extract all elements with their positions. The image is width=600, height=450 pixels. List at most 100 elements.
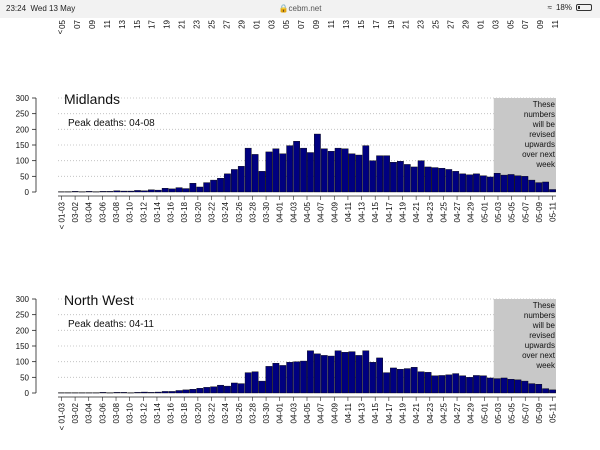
revision-note-line: numbers xyxy=(524,311,555,320)
tick-label: 13 xyxy=(118,19,127,28)
bar xyxy=(286,362,294,394)
tick-label: 07 xyxy=(73,19,82,28)
bar xyxy=(452,373,460,394)
bar xyxy=(521,380,529,394)
bar xyxy=(224,173,231,193)
bar xyxy=(514,175,522,193)
x-tick-label: 04-21 xyxy=(412,402,421,423)
bar xyxy=(300,360,307,394)
x-tick-label: 03-08 xyxy=(112,402,121,423)
bar xyxy=(237,383,245,394)
x-tick-label: 04-01 xyxy=(276,201,285,222)
bar xyxy=(480,375,487,394)
bar xyxy=(203,182,211,193)
bar xyxy=(521,176,529,193)
x-tick-label: 04-15 xyxy=(371,201,380,222)
x-tick-label: 04-05 xyxy=(303,201,312,222)
bar xyxy=(265,366,273,394)
tick-label: 29 xyxy=(461,19,470,28)
bar xyxy=(148,392,155,394)
bar xyxy=(231,382,238,394)
revision-note-line: week xyxy=(535,160,556,169)
tick-label: 29 xyxy=(237,19,246,28)
tick-label: 03 xyxy=(491,19,500,28)
bar xyxy=(369,362,377,394)
tick-label: 15 xyxy=(357,19,366,28)
bar xyxy=(189,183,197,193)
tick-label: 09 xyxy=(536,19,545,28)
bar xyxy=(417,160,425,193)
tick-marker: < xyxy=(56,29,65,34)
bar xyxy=(113,392,121,394)
bar xyxy=(500,174,508,193)
bar xyxy=(403,368,411,394)
tick-label: 01 xyxy=(252,19,261,28)
bar xyxy=(542,388,549,394)
x-tick-label: 03-10 xyxy=(126,402,135,423)
bar xyxy=(320,355,328,394)
bar xyxy=(452,171,460,193)
x-tick-label: 03-14 xyxy=(153,402,162,423)
bar xyxy=(383,372,390,394)
bar xyxy=(431,167,439,193)
bar xyxy=(390,367,397,394)
x-tick-label: 04-07 xyxy=(317,402,326,423)
tick-label: 19 xyxy=(163,19,172,28)
y-tick-label: 100 xyxy=(16,157,30,166)
bar xyxy=(493,378,501,394)
bar xyxy=(507,174,515,193)
revision-note-line: numbers xyxy=(524,110,555,119)
x-tick-label: 04-19 xyxy=(398,201,407,222)
y-tick-label: 50 xyxy=(20,172,29,181)
revision-note-line: These xyxy=(533,301,556,310)
tick-label: 05 xyxy=(58,19,67,28)
x-tick-label: 03-02 xyxy=(71,201,80,222)
date: Wed 13 May xyxy=(30,4,76,13)
tick-label: 17 xyxy=(372,19,381,28)
battery-percent: 18% xyxy=(555,3,572,12)
y-tick-label: 200 xyxy=(16,125,30,134)
bar xyxy=(438,167,446,193)
x-tick-label: 04-23 xyxy=(426,402,435,423)
bar xyxy=(314,133,321,193)
bar xyxy=(410,367,418,394)
x-tick-label: 03-26 xyxy=(235,201,244,222)
x-tick-label: 04-21 xyxy=(412,201,421,222)
bar xyxy=(148,189,155,193)
tick-label: 21 xyxy=(402,19,411,28)
bar xyxy=(383,155,390,193)
bar xyxy=(362,145,370,193)
tick-label: 11 xyxy=(327,19,336,28)
bar xyxy=(369,160,377,193)
tick-label: 23 xyxy=(193,19,202,28)
x-tick-label: 04-23 xyxy=(426,201,435,222)
x-tick-label: 03-28 xyxy=(248,201,257,222)
bar xyxy=(196,186,204,193)
bar xyxy=(466,174,473,193)
x-tick-label: 05-07 xyxy=(521,201,530,222)
bar xyxy=(85,191,93,193)
bar xyxy=(196,388,204,394)
bar xyxy=(348,153,356,193)
bar xyxy=(493,172,501,193)
address-bar[interactable]: 🔒cebm.net xyxy=(0,4,600,13)
status-right: ≈ 18% xyxy=(548,3,592,12)
bar xyxy=(327,151,335,193)
x-tick-label: 04-29 xyxy=(467,201,476,222)
x-tick-label: 03-08 xyxy=(112,201,121,222)
bar xyxy=(286,145,294,193)
x-tick-label: 03-18 xyxy=(180,402,189,423)
bar xyxy=(341,148,349,193)
y-tick-label: 150 xyxy=(16,141,30,150)
tick-label: 09 xyxy=(312,19,321,28)
status-bar: 23:24 Wed 13 May 🔒cebm.net ≈ 18% xyxy=(0,0,600,18)
bar xyxy=(217,384,224,394)
bar xyxy=(71,191,79,193)
bar xyxy=(410,166,418,193)
x-tick-label: 05-11 xyxy=(549,201,558,221)
bar xyxy=(542,181,549,193)
x-tick-label: 03-06 xyxy=(98,201,107,222)
bar xyxy=(293,141,300,193)
x-tick-label: 05-11 xyxy=(549,402,558,422)
bar xyxy=(473,173,480,193)
